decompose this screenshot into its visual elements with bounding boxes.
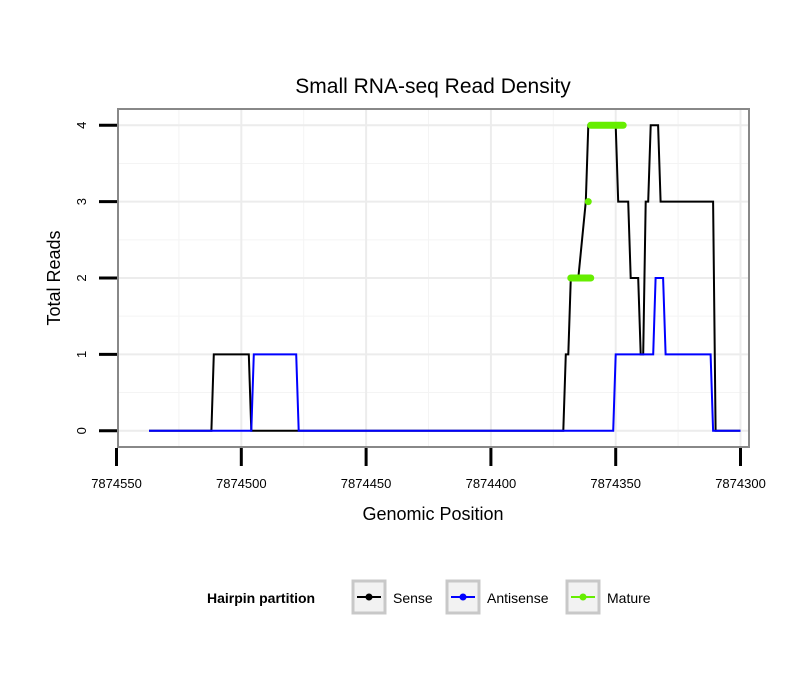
y-tick-label: 0: [74, 427, 89, 434]
x-tick-label: 7874400: [466, 476, 517, 491]
y-axis-title: Total Reads: [44, 230, 64, 325]
y-tick-label: 4: [74, 122, 89, 129]
x-tick-label: 7874350: [590, 476, 641, 491]
y-tick-label: 1: [74, 351, 89, 358]
legend-key-dot-antisense: [459, 593, 467, 601]
x-axis: 7874550 7874500 7874450 7874400 7874350 78743…: [91, 448, 766, 491]
legend-label-antisense: Antisense: [487, 590, 549, 606]
x-axis-title: Genomic Position: [362, 504, 503, 524]
chart-title: Small RNA-seq Read Density: [295, 75, 571, 98]
series-antisense-line: [149, 277, 741, 432]
x-tick-label: 7874300: [715, 476, 766, 491]
x-tick-label: 7874550: [91, 476, 142, 491]
y-axis: 0 1 2 3 4: [74, 122, 117, 434]
legend-key-dot-mature: [579, 593, 587, 601]
y-tick-label: 2: [74, 274, 89, 281]
series-layer: [149, 121, 741, 432]
legend-label-mature: Mature: [607, 590, 651, 606]
series-mature-point: [584, 198, 592, 206]
legend-label-sense: Sense: [393, 590, 433, 606]
legend: Hairpin partition Sense Antisense Mature: [207, 579, 651, 615]
legend-title: Hairpin partition: [207, 590, 315, 606]
legend-key-dot-sense: [365, 593, 373, 601]
x-tick-label: 7874450: [341, 476, 392, 491]
y-tick-label: 3: [74, 198, 89, 205]
plot-panel-border: [117, 108, 750, 448]
x-tick-label: 7874500: [216, 476, 267, 491]
